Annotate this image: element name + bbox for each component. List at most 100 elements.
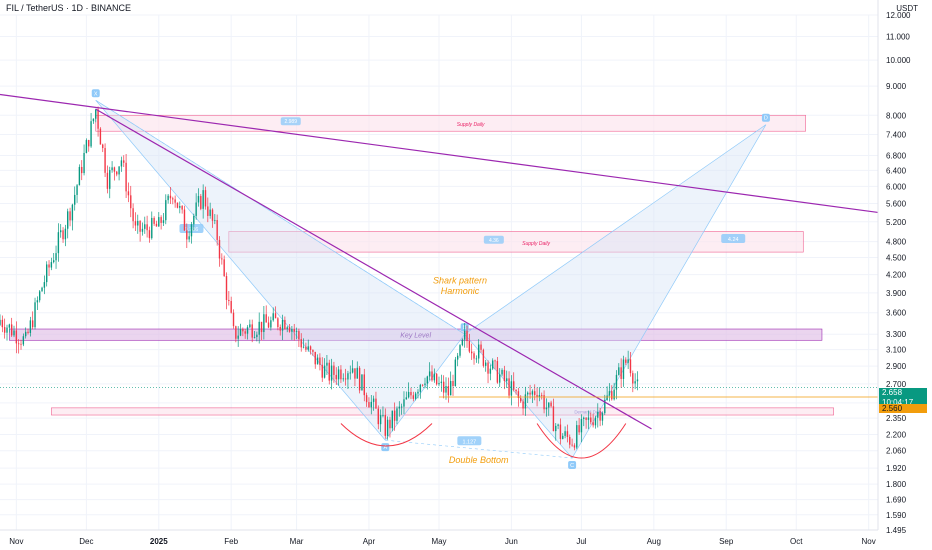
candle-body xyxy=(503,369,506,382)
candle-body xyxy=(499,374,501,383)
candle-body xyxy=(627,359,629,363)
candle-body xyxy=(599,412,601,421)
candle-body xyxy=(41,287,43,292)
candle-body xyxy=(204,190,207,207)
candle-body xyxy=(400,406,403,408)
candle-body xyxy=(618,367,620,375)
harmonic-point-label: C xyxy=(570,463,574,469)
candle-body xyxy=(426,376,429,384)
candle-body xyxy=(438,382,440,385)
harmonic-point-x xyxy=(91,89,100,98)
candle-body xyxy=(524,394,527,409)
ratio-label: 4.24 xyxy=(728,237,739,243)
candle-body xyxy=(137,220,139,226)
candle-body xyxy=(230,301,232,313)
candle-body xyxy=(466,330,468,342)
candle-body xyxy=(295,331,298,332)
candle-body xyxy=(342,378,344,380)
candle-body xyxy=(302,346,305,348)
ratio-badge xyxy=(721,234,746,244)
candle-body xyxy=(55,253,57,261)
candle-body xyxy=(127,191,130,196)
candle-body xyxy=(50,262,53,268)
zone-label: Supply Daily xyxy=(457,122,485,128)
candle-body xyxy=(335,374,337,380)
candle-body xyxy=(176,202,179,208)
harmonic-point-d xyxy=(761,113,770,122)
y-tick-label: 1.690 xyxy=(886,496,907,505)
harmonic-point-c xyxy=(568,461,577,470)
candle-body xyxy=(557,424,559,426)
x-tick-label: Feb xyxy=(224,537,238,546)
double-bottom-arc-left xyxy=(340,423,433,447)
candle-body xyxy=(328,362,330,381)
candle-body xyxy=(634,381,636,384)
candle-body xyxy=(64,228,67,240)
y-tick-label: 2.700 xyxy=(886,380,907,389)
candle-body xyxy=(46,264,48,283)
candle-body xyxy=(368,402,370,408)
zone-label: Supply Daily xyxy=(522,241,550,247)
symbol-title[interactable]: FIL / TetherUS · 1D · BINANCE xyxy=(6,3,132,13)
candle-body xyxy=(211,209,214,221)
y-tick-label: 1.590 xyxy=(886,511,907,520)
candle-body xyxy=(83,152,85,174)
trendline-1 xyxy=(0,93,879,214)
candle-body xyxy=(608,391,611,396)
candle-body xyxy=(237,335,239,339)
candle-body xyxy=(158,217,160,227)
candle-body xyxy=(209,209,211,216)
candle-body xyxy=(34,302,36,328)
grid xyxy=(0,14,878,531)
candle-body xyxy=(592,422,594,426)
candle-body xyxy=(218,239,221,259)
candle-body xyxy=(195,202,197,216)
candle-body xyxy=(148,230,151,239)
candle-body xyxy=(424,383,426,386)
candle-body xyxy=(95,109,97,119)
candle-body xyxy=(365,395,368,403)
candle-body xyxy=(13,330,15,336)
candle-body xyxy=(468,341,471,352)
candle-body xyxy=(515,389,517,392)
y-tick-label: 3.900 xyxy=(886,289,907,298)
candle-body xyxy=(594,417,597,426)
double-bottom-arc-right xyxy=(536,423,627,459)
candle-body xyxy=(403,399,405,407)
candle-body xyxy=(583,417,585,419)
candle-body xyxy=(197,196,200,203)
candle-body xyxy=(27,331,29,333)
candle-body xyxy=(277,318,279,327)
candle-body xyxy=(372,398,375,402)
candle-body xyxy=(431,371,433,381)
candle-body xyxy=(417,391,419,394)
candle-body xyxy=(160,217,162,223)
candle-body xyxy=(181,205,183,210)
candle-body xyxy=(566,431,569,437)
candle-body xyxy=(601,413,604,421)
candle-body xyxy=(538,395,541,398)
y-tick-label: 5.200 xyxy=(886,218,907,227)
reference-price-tag: 2.560 xyxy=(879,404,927,413)
candle-body xyxy=(496,361,499,383)
candle-body xyxy=(256,334,258,338)
candle-body xyxy=(67,211,69,229)
candle-body xyxy=(386,419,389,436)
candle-body xyxy=(116,171,118,175)
candle-body xyxy=(15,330,18,344)
candle-body xyxy=(379,415,382,425)
candle-body xyxy=(480,344,482,350)
candle-body xyxy=(60,230,62,233)
y-tick-label: 7.400 xyxy=(886,131,907,140)
candle-body xyxy=(207,206,209,216)
candle-body xyxy=(529,392,531,395)
candle-body xyxy=(410,391,412,396)
candle-body xyxy=(88,140,90,147)
candle-body xyxy=(361,374,363,391)
annotation-text: Harmonic xyxy=(441,286,480,296)
zone-label: Demand Daily xyxy=(574,409,603,414)
candle-body xyxy=(53,260,55,263)
zone-3 xyxy=(9,328,823,341)
currency-label[interactable]: USDT xyxy=(896,4,918,13)
